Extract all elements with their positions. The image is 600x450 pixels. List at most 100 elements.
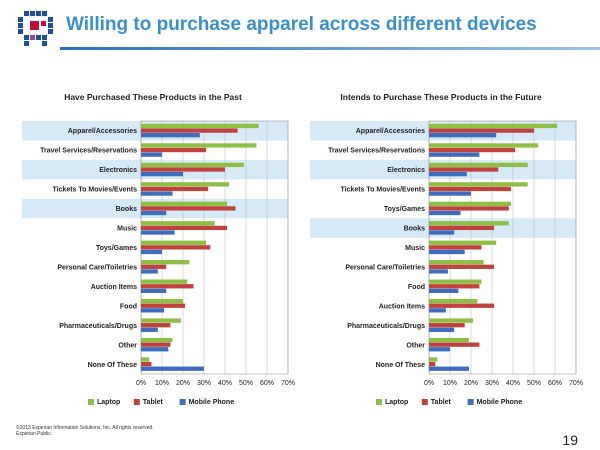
bar-mobile-tickets-to-movies-events <box>141 191 173 196</box>
bar-laptop-books <box>429 221 509 226</box>
bar-laptop-food <box>141 298 183 304</box>
x-tick-label: 50% <box>527 380 541 387</box>
legend-label-laptop: Laptop <box>97 399 120 406</box>
copyright: ©2013 Experian Information Solutions, In… <box>16 425 154 437</box>
bar-laptop-apparel-accessories <box>141 123 259 129</box>
category-label-auction-items: Auction Items <box>379 303 425 310</box>
bar-laptop-music <box>141 221 215 226</box>
x-tick-label: 40% <box>506 380 520 387</box>
x-tick-label: 30% <box>197 380 211 387</box>
bar-laptop-toys-games <box>429 201 511 206</box>
category-label-apparel-accessories: Apparel/Accessories <box>356 128 425 135</box>
bar-laptop-apparel-accessories <box>429 123 558 129</box>
category-label-other: Other <box>118 342 137 349</box>
x-tick-label: 70% <box>281 380 295 387</box>
bar-laptop-none-of-these <box>429 357 438 362</box>
legend-swatch-tablet <box>133 399 140 405</box>
x-tick-label: 60% <box>548 380 562 387</box>
bar-mobile-tickets-to-movies-events <box>429 191 471 196</box>
bar-tablet-music <box>141 225 228 231</box>
category-label-pharmaceuticals-drugs: Pharmaceuticals/Drugs <box>347 323 425 330</box>
category-label-food: Food <box>120 303 137 310</box>
x-tick-label: 10% <box>155 380 169 387</box>
bar-mobile-books <box>141 210 167 216</box>
category-label-toys-games: Toys/Games <box>96 245 137 252</box>
bar-tablet-toys-games <box>429 206 509 211</box>
category-label-none-of-these: None Of These <box>376 362 426 369</box>
legend-swatch-laptop <box>88 399 94 405</box>
page-title: Willing to purchase apparel across diffe… <box>66 14 537 35</box>
copyright-line-2: Experian Public. <box>16 431 53 437</box>
legend-label-tablet: Tablet <box>143 399 164 406</box>
bar-mobile-apparel-accessories <box>429 133 497 138</box>
bar-mobile-apparel-accessories <box>141 133 200 138</box>
bar-tablet-electronics <box>429 167 499 172</box>
chart-past-svg: 0% 10% 20% 30% 40% 50% 60% 70% Apparel/Accessori… <box>22 120 295 406</box>
bar-tablet-auction-items <box>141 284 194 289</box>
bar-mobile-personal-care-toiletries <box>141 269 158 274</box>
x-tick-label: 20% <box>176 380 190 387</box>
bar-mobile-none-of-these <box>429 366 469 371</box>
bar-tablet-food <box>429 284 480 289</box>
x-tick-label: 0% <box>424 380 434 387</box>
bar-tablet-toys-games <box>141 245 211 250</box>
bar-laptop-auction-items <box>429 298 478 304</box>
category-label-travel-services-reservations: Travel Services/Reservations <box>40 148 137 155</box>
bar-laptop-music <box>429 240 497 245</box>
bar-tablet-other <box>141 342 171 347</box>
bar-tablet-food <box>141 303 186 308</box>
bar-laptop-books <box>141 201 228 206</box>
bar-mobile-auction-items <box>429 308 446 313</box>
bar-laptop-tickets-to-movies-events <box>429 182 528 187</box>
category-label-pharmaceuticals-drugs: Pharmaceuticals/Drugs <box>59 323 137 330</box>
legend-label-mobile: Mobile Phone <box>477 399 523 406</box>
chart-title: Have Purchased These Products in the Pas… <box>64 92 242 102</box>
category-label-personal-care-toiletries: Personal Care/Toiletries <box>345 264 425 271</box>
bar-laptop-toys-games <box>141 240 207 245</box>
bar-tablet-travel-services-reservations <box>141 147 207 153</box>
bar-laptop-pharmaceuticals-drugs <box>429 318 474 323</box>
copyright-line-1: ©2013 Experian Information Solutions, In… <box>16 425 154 431</box>
bar-laptop-travel-services-reservations <box>141 143 257 148</box>
bar-mobile-travel-services-reservations <box>141 152 162 157</box>
bar-mobile-food <box>141 308 165 313</box>
category-label-electronics: Electronics <box>387 167 425 174</box>
bar-mobile-pharmaceuticals-drugs <box>429 327 455 332</box>
x-tick-label: 60% <box>260 380 274 387</box>
bar-mobile-toys-games <box>429 210 461 216</box>
bar-laptop-tickets-to-movies-events <box>141 182 230 187</box>
category-label-personal-care-toiletries: Personal Care/Toiletries <box>57 264 137 271</box>
experian-logo <box>14 9 58 54</box>
bar-tablet-none-of-these <box>429 361 436 367</box>
legend-label-mobile: Mobile Phone <box>189 399 235 406</box>
category-label-tickets-to-movies-events: Tickets To Movies/Events <box>340 187 425 194</box>
bar-tablet-pharmaceuticals-drugs <box>429 323 465 328</box>
bar-tablet-none-of-these <box>141 361 152 367</box>
bar-mobile-music <box>141 230 175 235</box>
bar-mobile-personal-care-toiletries <box>429 269 448 274</box>
legend-swatch-mobile <box>179 399 186 405</box>
x-tick-label: 50% <box>239 380 253 387</box>
bar-mobile-other <box>429 347 450 352</box>
bar-mobile-pharmaceuticals-drugs <box>141 327 158 332</box>
bar-laptop-food <box>429 279 482 284</box>
legend-swatch-mobile <box>467 399 474 405</box>
bar-laptop-travel-services-reservations <box>429 143 539 148</box>
chart-future-svg: 0% 10% 20% 30% 40% 50% 60% 70% Apparel/Accessori… <box>310 120 583 406</box>
bar-tablet-apparel-accessories <box>429 128 534 133</box>
bar-laptop-none-of-these <box>141 357 150 362</box>
chart-past-purchases: Have Purchased These Products in the Pas… <box>8 92 298 422</box>
category-label-none-of-these: None Of These <box>88 362 138 369</box>
category-label-travel-services-reservations: Travel Services/Reservations <box>328 148 425 155</box>
bar-tablet-tickets-to-movies-events <box>429 186 511 192</box>
category-label-other: Other <box>406 342 425 349</box>
bar-mobile-auction-items <box>141 288 167 294</box>
legend-swatch-tablet <box>421 399 428 405</box>
x-tick-label: 70% <box>569 380 583 387</box>
bar-mobile-music <box>429 249 465 255</box>
category-label-books: Books <box>404 226 426 233</box>
bar-tablet-books <box>429 225 495 231</box>
x-tick-label: 40% <box>218 380 232 387</box>
category-label-food: Food <box>408 284 425 291</box>
bar-laptop-electronics <box>141 162 244 168</box>
